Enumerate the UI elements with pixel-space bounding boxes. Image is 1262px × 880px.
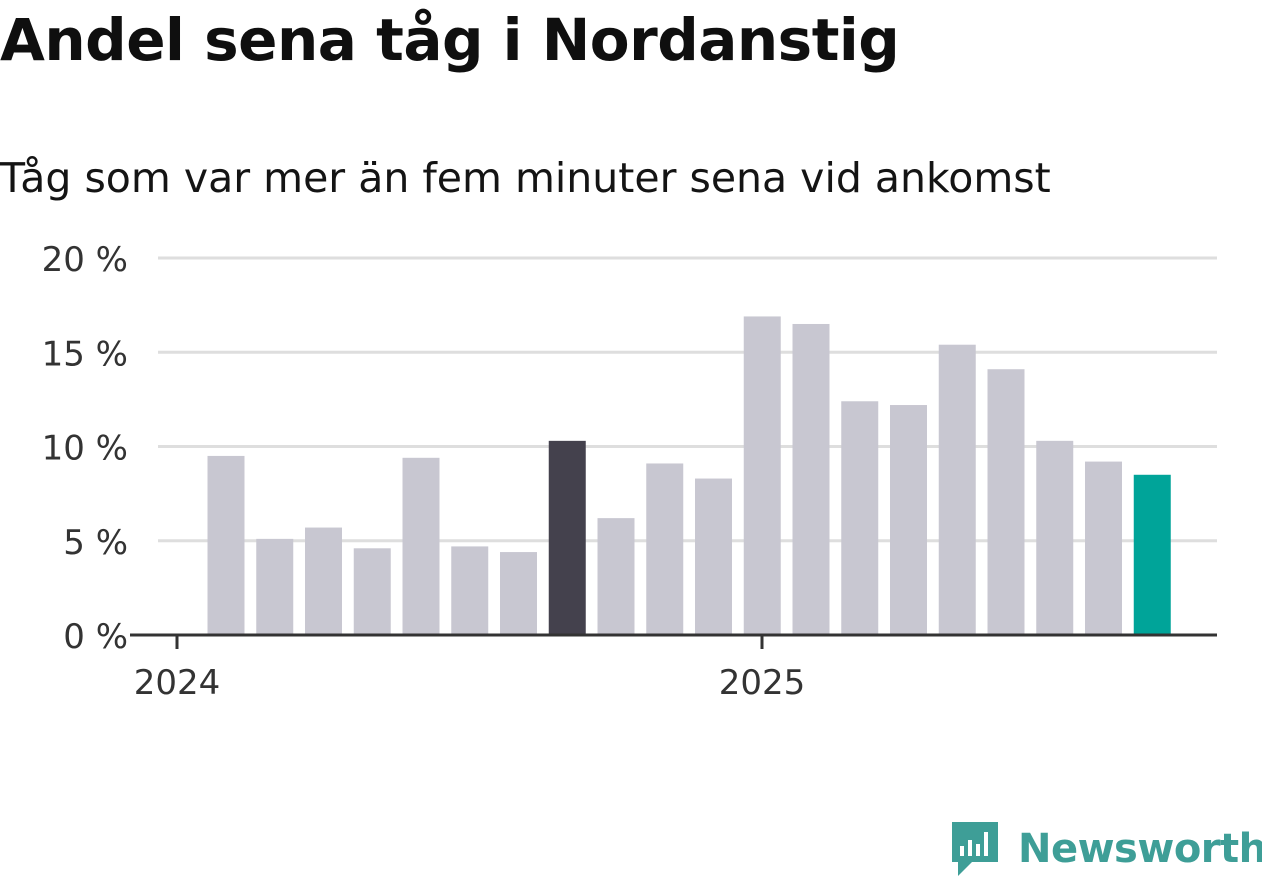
chart-title: Andel sena tåg i Nordanstig — [0, 6, 900, 74]
bar-2025-09 — [1133, 474, 1171, 635]
axes: 0 % 5 % 10 % 15 % 20 % 2024 2025 — [42, 240, 1217, 703]
x-tick-label: 2025 — [719, 663, 806, 703]
bar-2024-04 — [305, 527, 342, 635]
chart-subtitle: Tåg som var mer än fem minuter sena vid … — [0, 154, 1051, 202]
bar-2024-02 — [207, 455, 245, 635]
bar-2025-02 — [792, 323, 830, 635]
x-tick-label: 2024 — [134, 663, 221, 703]
bar-2025-01 — [743, 316, 781, 635]
newsworthy-brand: Newsworthy — [950, 818, 1262, 880]
newsworthy-logo-icon — [952, 822, 998, 876]
bar-2024-03 — [256, 538, 294, 635]
y-tick-label: 20 % — [42, 240, 128, 280]
bar-2024-10 — [597, 518, 635, 635]
bar-2024-09 — [548, 440, 586, 635]
bar-2025-04 — [890, 405, 927, 635]
bar-2024-07 — [451, 546, 489, 635]
bar-2025-08 — [1085, 461, 1122, 635]
bar-2024-12 — [695, 478, 732, 635]
bar-2024-05 — [353, 548, 391, 635]
y-tick-label: 15 % — [42, 334, 128, 374]
bar-2025-07 — [1036, 440, 1074, 635]
bar-2024-11 — [646, 463, 684, 635]
bar-2025-05 — [938, 344, 976, 635]
bar-2024-08 — [500, 552, 537, 635]
y-tick-label: 5 % — [63, 523, 128, 563]
y-tick-label: 10 % — [42, 429, 128, 469]
bars — [207, 316, 1171, 635]
brand-name: Newsworthy — [1018, 826, 1262, 872]
bar-2025-06 — [987, 369, 1025, 635]
y-tick-label: 0 % — [63, 617, 128, 657]
bar-2024-06 — [402, 457, 440, 635]
bar-2025-03 — [841, 401, 879, 635]
